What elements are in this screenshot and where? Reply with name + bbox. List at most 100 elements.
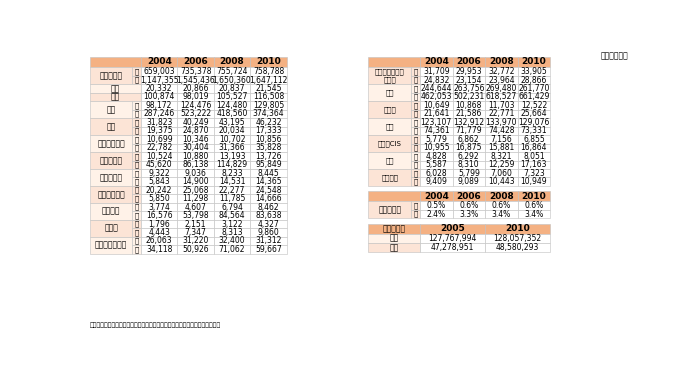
Bar: [251, 228, 287, 237]
Text: 日: 日: [414, 119, 418, 126]
Text: 日: 日: [414, 202, 418, 209]
Text: 北米: 北米: [386, 89, 394, 96]
Bar: [214, 93, 251, 101]
Text: 24,832: 24,832: [423, 75, 449, 84]
Bar: [141, 237, 177, 245]
Bar: [141, 93, 177, 101]
Text: 6,028: 6,028: [426, 169, 447, 178]
Bar: [132, 211, 141, 220]
Bar: [420, 210, 452, 218]
Bar: [412, 152, 420, 160]
Bar: [420, 191, 452, 201]
Text: 韓: 韓: [414, 94, 418, 100]
Bar: [412, 76, 420, 84]
Text: 20,034: 20,034: [218, 126, 245, 135]
Bar: [90, 169, 132, 186]
Bar: [368, 57, 420, 68]
Bar: [485, 127, 517, 135]
Bar: [412, 127, 420, 135]
Bar: [485, 68, 517, 76]
Bar: [485, 191, 517, 201]
Bar: [90, 135, 132, 152]
Bar: [420, 93, 452, 101]
Bar: [452, 160, 485, 169]
Bar: [251, 110, 287, 118]
Bar: [90, 220, 132, 237]
Text: 2006: 2006: [183, 57, 208, 66]
Text: 10,868: 10,868: [456, 101, 482, 110]
Bar: [412, 93, 420, 101]
Bar: [251, 57, 287, 68]
Bar: [141, 68, 177, 76]
Text: 8,051: 8,051: [523, 152, 545, 161]
Bar: [177, 76, 214, 84]
Text: 日: 日: [134, 102, 139, 109]
Bar: [368, 201, 412, 218]
Bar: [177, 203, 214, 211]
Text: 8,313: 8,313: [221, 228, 243, 237]
Bar: [177, 144, 214, 152]
Bar: [251, 76, 287, 84]
Text: 在外者比率: 在外者比率: [378, 205, 401, 214]
Text: 2006: 2006: [456, 57, 481, 66]
Text: 105,527: 105,527: [216, 93, 248, 102]
Text: 23,154: 23,154: [456, 75, 482, 84]
Bar: [214, 169, 251, 177]
Text: 31,312: 31,312: [256, 237, 281, 246]
Bar: [485, 224, 550, 234]
Bar: [214, 68, 251, 76]
Text: 755,724: 755,724: [216, 67, 248, 76]
Text: 日本: 日本: [111, 93, 120, 102]
Text: 244,644: 244,644: [421, 84, 452, 93]
Text: 10,699: 10,699: [146, 135, 172, 144]
Text: 0.6%: 0.6%: [491, 201, 511, 210]
Bar: [452, 110, 485, 118]
Text: 418,560: 418,560: [216, 110, 248, 118]
Bar: [412, 135, 420, 144]
Text: 6,292: 6,292: [458, 152, 480, 161]
Bar: [251, 127, 287, 135]
Text: 84,564: 84,564: [218, 211, 245, 220]
Bar: [420, 57, 452, 68]
Bar: [517, 210, 550, 218]
Text: 0.5%: 0.5%: [426, 201, 446, 210]
Bar: [132, 169, 141, 177]
Bar: [412, 118, 420, 127]
Text: 東欧・CIS: 東欧・CIS: [378, 140, 402, 147]
Text: 618,527: 618,527: [486, 93, 517, 102]
Text: 日: 日: [134, 238, 139, 244]
Text: 20,837: 20,837: [219, 84, 245, 93]
Bar: [517, 135, 550, 144]
Text: 2.4%: 2.4%: [427, 210, 446, 219]
Text: 2008: 2008: [220, 57, 244, 66]
Text: 46,232: 46,232: [256, 118, 281, 127]
Bar: [412, 201, 420, 210]
Text: フィリピン: フィリピン: [99, 156, 122, 165]
Text: 25,068: 25,068: [183, 186, 209, 195]
Text: 22,782: 22,782: [146, 143, 172, 152]
Bar: [141, 127, 177, 135]
Bar: [132, 177, 141, 186]
Bar: [420, 201, 452, 210]
Bar: [368, 135, 412, 152]
Bar: [132, 76, 141, 84]
Text: 25,664: 25,664: [521, 110, 547, 118]
Bar: [251, 203, 287, 211]
Bar: [251, 186, 287, 194]
Bar: [141, 101, 177, 109]
Bar: [420, 224, 485, 234]
Bar: [485, 243, 550, 252]
Bar: [517, 118, 550, 127]
Text: 8,310: 8,310: [458, 160, 480, 169]
Bar: [368, 101, 412, 118]
Text: 74,361: 74,361: [423, 126, 449, 135]
Bar: [177, 194, 214, 203]
Text: 2010: 2010: [256, 57, 281, 66]
Text: 14,900: 14,900: [182, 177, 209, 186]
Text: 5,850: 5,850: [148, 194, 170, 203]
Text: 1,545,436: 1,545,436: [176, 75, 215, 84]
Text: 2004: 2004: [424, 57, 449, 66]
Text: 9,322: 9,322: [148, 169, 170, 178]
Bar: [452, 57, 485, 68]
Text: 35,828: 35,828: [256, 143, 281, 152]
